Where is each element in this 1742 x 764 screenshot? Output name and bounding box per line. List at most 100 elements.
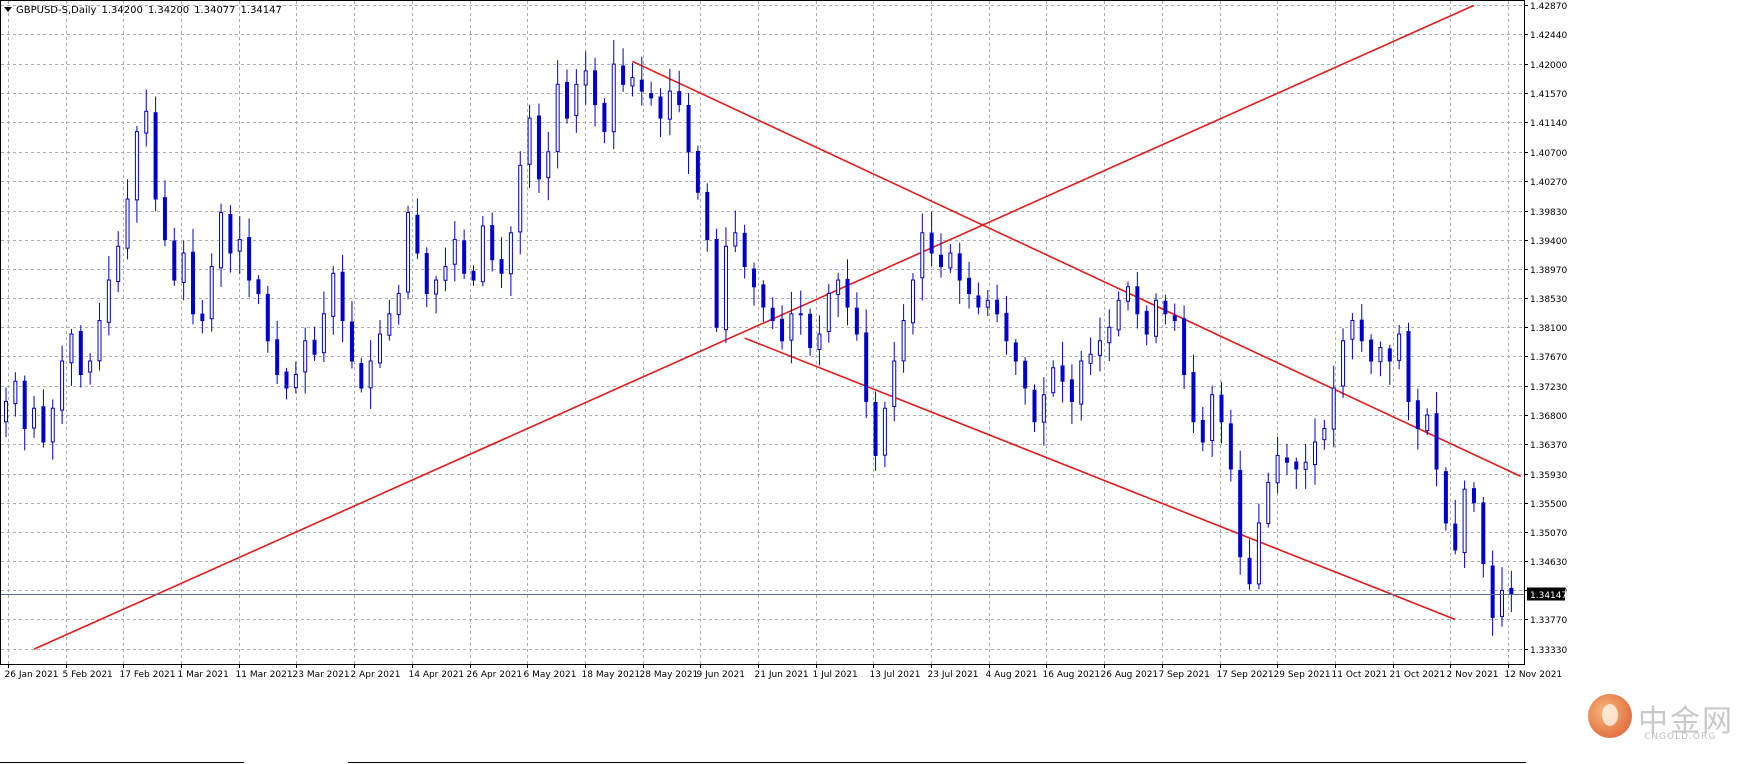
candle [1434,392,1439,487]
x-tick-label: 21 Oct 2021 [1390,670,1446,680]
menu-triangle-icon[interactable] [4,7,12,12]
x-tick-label: 4 Aug 2021 [986,670,1038,680]
y-tick-label: 1.42870 [1530,2,1567,12]
y-tick-label: 1.38530 [1530,295,1567,305]
candle [836,272,841,318]
candle [462,229,467,279]
candle [976,282,981,315]
candle [191,228,195,325]
candle-body [125,198,130,249]
candle [1182,305,1187,390]
candle [733,210,738,253]
x-tick-label: 23 Mar 2021 [293,670,350,680]
y-tick-label: 1.34630 [1530,558,1567,568]
candle [88,353,93,385]
candle-body [368,360,373,389]
candle-body [13,380,18,405]
candle-body [1238,469,1243,558]
candle-body [172,240,177,281]
y-tick-label: 1.39400 [1530,237,1567,247]
candle [1247,539,1252,590]
candle [1116,291,1121,337]
candle-body [312,339,317,355]
candle [1369,334,1374,375]
candle [153,96,158,212]
candle [639,56,644,106]
candle-body [780,318,785,342]
candle [742,224,747,279]
candle [13,372,18,417]
candle [705,183,710,252]
candle [1079,350,1084,421]
candle [1228,409,1233,482]
candle [1275,436,1280,494]
candle [134,125,139,223]
candle [275,320,280,384]
candle [293,361,298,394]
candle-body [976,295,981,308]
candle-body [686,104,691,153]
candle-body [967,277,972,295]
candle [1481,496,1486,578]
candle [826,283,831,343]
x-tick-label: 17 Feb 2021 [120,670,176,680]
candle [565,69,569,124]
candle-body [555,83,560,153]
candle [677,70,682,113]
candle-body [1369,339,1374,362]
candle [1060,341,1065,403]
candle-body [331,272,336,317]
candle [219,203,224,287]
candle-body [910,279,915,324]
candlestick-series [4,40,1514,636]
candle [303,327,308,394]
candle [621,48,626,92]
candle [939,233,943,278]
y-tick-label: 1.42440 [1530,31,1567,41]
candle-body [649,93,654,99]
candle [1500,567,1504,627]
candle [798,290,803,335]
candle-body [1200,419,1205,443]
candle-body [854,307,859,335]
symbol-label: GBPUSD-S,Daily [16,5,97,16]
candle [1509,570,1514,613]
candle [780,305,785,350]
candle [995,284,1000,323]
candle [1032,384,1037,432]
candle-body [1004,312,1009,342]
watermark-logo-icon [1588,694,1632,738]
candle-body [929,232,934,254]
time-axis: 26 Jan 2021 5 Feb 2021 17 Feb 2021 1 Mar 20… [0,664,1562,763]
candle-body [144,110,149,134]
candle-body [593,70,598,106]
candle [50,399,55,460]
candle-body [1500,589,1504,617]
candle [1051,360,1056,397]
candle [452,220,457,282]
candle-body [406,212,411,293]
watermark-cn: 中金网 [1638,704,1734,739]
candle [499,237,504,289]
candle-body [4,401,8,423]
candle-body [303,340,308,373]
candle [630,62,635,97]
candle-body [1303,461,1308,470]
candle [1154,293,1159,344]
candle-body [443,266,448,281]
candle-body [667,90,672,120]
candle-body [948,252,953,269]
candle-body [1191,371,1196,423]
x-tick-label: 11 Oct 2021 [1332,670,1388,680]
candle [1341,328,1346,398]
candle-body [939,254,943,268]
candle-body [41,406,46,443]
candle-body [78,330,83,376]
candle-body [1163,300,1168,315]
current-price-label: 1.34147 [1530,591,1567,601]
candle-body [1509,587,1514,595]
trendline [33,4,1475,650]
candle-body [480,225,485,283]
candle-body [761,284,766,308]
